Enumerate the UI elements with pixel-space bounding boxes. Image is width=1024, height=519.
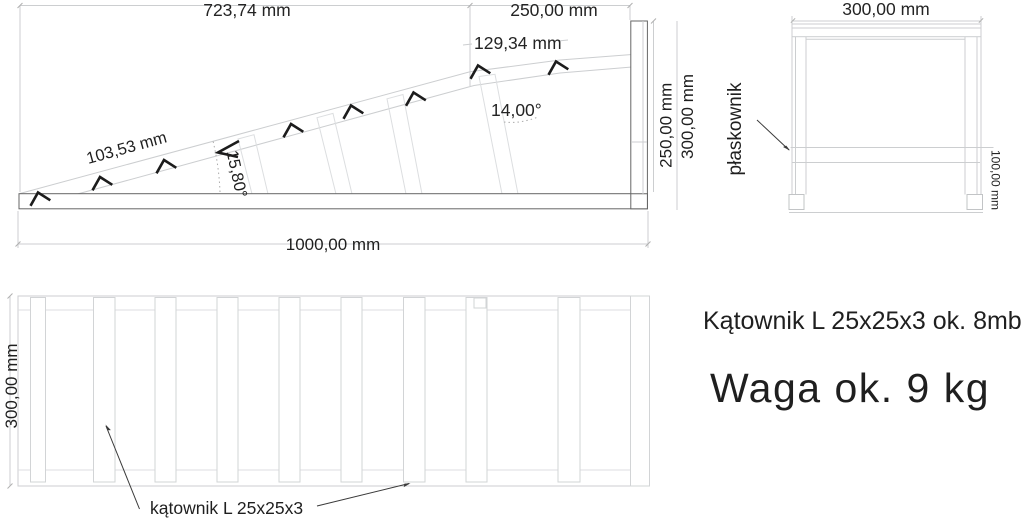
svg-text:Waga ok. 9 kg: Waga ok. 9 kg <box>710 365 990 411</box>
svg-text:Kątownik L 25x25x3 ok. 8mb: Kątownik L 25x25x3 ok. 8mb <box>703 307 1022 335</box>
svg-text:14,00°: 14,00° <box>491 100 542 120</box>
svg-text:300,00 mm: 300,00 mm <box>2 343 21 428</box>
svg-text:płaskownik: płaskownik <box>725 82 746 175</box>
svg-text:300,00 mm: 300,00 mm <box>842 0 930 19</box>
svg-text:103,53 mm: 103,53 mm <box>84 128 168 167</box>
svg-text:15,80°: 15,80° <box>223 149 251 200</box>
svg-text:kątownik L 25x25x3: kątownik L 25x25x3 <box>150 498 303 518</box>
svg-text:1000,00 mm: 1000,00 mm <box>286 235 381 254</box>
svg-text:300,00 mm: 300,00 mm <box>678 74 697 159</box>
svg-text:723,74 mm: 723,74 mm <box>203 0 291 20</box>
svg-text:250,00 mm: 250,00 mm <box>657 83 676 168</box>
svg-text:100,00 mm: 100,00 mm <box>989 150 1003 210</box>
svg-text:250,00 mm: 250,00 mm <box>510 0 598 20</box>
svg-text:129,34 mm: 129,34 mm <box>474 33 562 53</box>
